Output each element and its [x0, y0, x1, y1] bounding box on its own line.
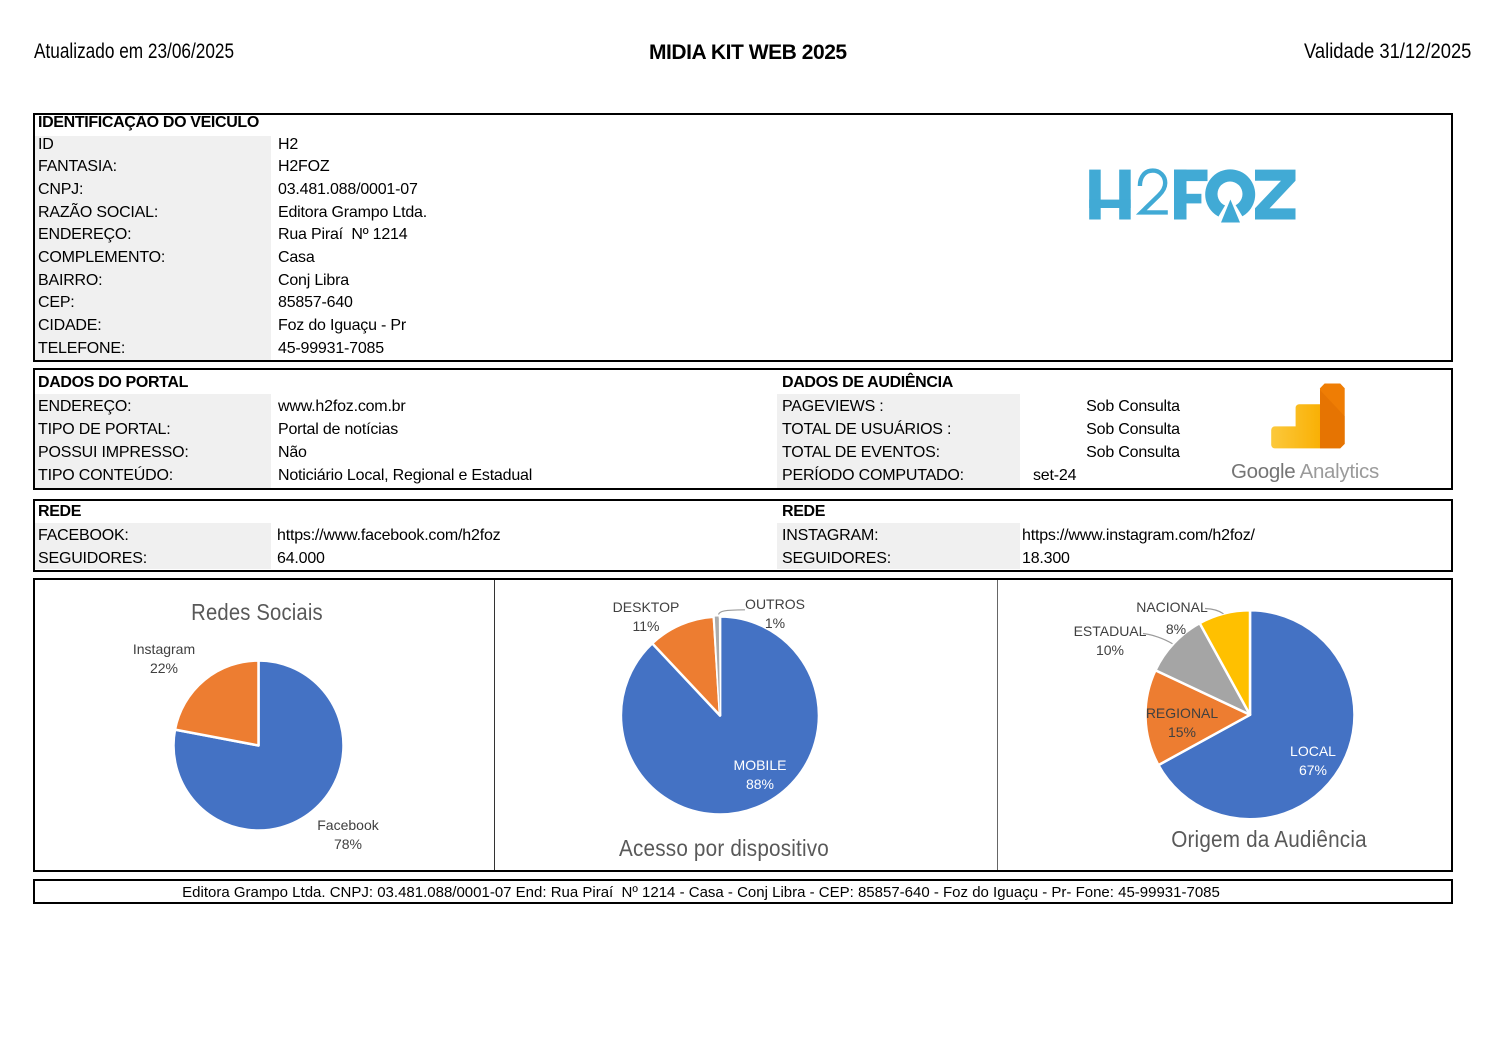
svg-text:Google Analytics: Google Analytics [1231, 460, 1379, 483]
